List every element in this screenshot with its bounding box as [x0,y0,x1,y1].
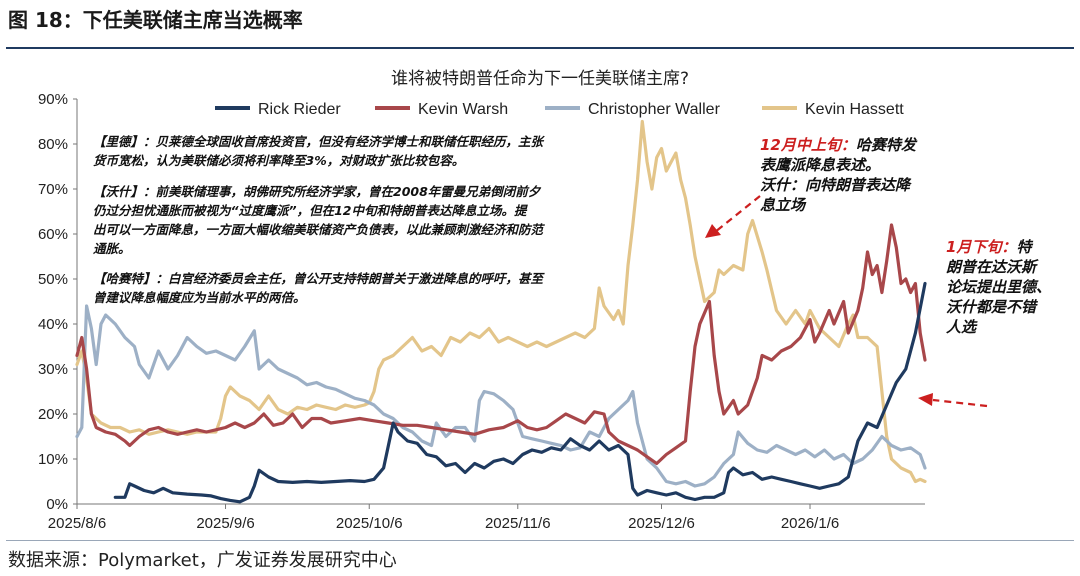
x-tick-label: 2025/11/6 [485,515,551,532]
note-text: ：前美联储理事，胡佛研究所经济学家，曾在2008年雷曼兄弟倒闭前夕 [143,184,542,199]
x-tick-label: 2025/10/6 [336,515,403,532]
annotation-dec: 12月中上旬：哈赛特发 [760,136,918,154]
annotation-text: 论坛提出里德、 [946,278,1051,296]
x-tick-label: 2026/1/6 [781,515,839,532]
annotation-text: 朗普在达沃斯 [946,258,1039,276]
footer-rule [6,540,1074,541]
annotation-text: 表鹰派降息表述。 [760,156,880,174]
axes: 0% 10% 20% 30% 40% 50% 60% 70% 80% 90% 2025/8/6 202… [38,91,925,532]
annotation-text: 哈赛特发 [856,136,918,154]
header-rule [6,47,1074,49]
annotation-text: 息立场 [760,196,807,214]
note-1: 【沃什】：前美联储理事，胡佛研究所经济学家，曾在2008年雷曼兄弟倒闭前夕 [93,184,542,199]
chart-title: 谁将被特朗普任命为下一任美联储主席? [391,69,689,89]
annotation-arrow-dec [714,195,761,233]
figure-source: 数据来源：Polymarket，广发证券发展研究中心 [8,550,397,571]
notes: 【里德】：贝莱德全球固收首席投资官，但没有经济学博士和联储任职经历，主张货币宽松… [93,134,546,305]
note-label: 【沃什】 [93,184,143,199]
series-layer [75,119,927,504]
annotation-text: 人选 [946,318,978,336]
annotation-arrow-jan [932,398,988,408]
x-tick-label: 2025/8/6 [48,515,106,532]
note-text: ：贝莱德全球固收首席投资官，但没有经济学博士和联储任职经历，主张 [143,134,546,149]
note-2: 【哈赛特】：白宫经济委员会主任，曾公开支持特朗普关于激进降息的呼吁，甚至 [93,271,546,286]
figure-header: 图 18：下任美联储主席当选概率 [8,8,303,32]
annotations: 12月中上旬：哈赛特发表鹰派降息表述。沃什：向特朗普表达降息立场1月下旬：特朗普… [705,136,1051,408]
y-tick-label: 10% [38,451,68,468]
annotation-jan: 1月下旬：特 [946,238,1033,256]
legend-label-christopher-waller: Christopher Waller [588,101,721,118]
annotation-text: 特 [1016,238,1033,256]
annotation-text: 沃什都是不错 [946,298,1039,316]
note-0: 【里德】：贝莱德全球固收首席投资官，但没有经济学博士和联储任职经历，主张 [93,134,546,149]
series-line-kevin-warsh [75,223,927,466]
annotation-highlight: 1月下旬： [946,238,1016,256]
annotation-text: 沃什：向特朗普表达降 [760,176,912,194]
legend-label-kevin-warsh: Kevin Warsh [418,101,508,118]
y-tick-label: 30% [38,361,68,378]
y-tick-label: 0% [46,496,68,513]
annotation-highlight: 12月中上旬： [760,136,856,154]
annotation-arrowhead-dec [705,224,721,238]
note-line: 通胀。 [93,241,131,256]
y-tick-label: 80% [38,136,68,153]
series-line-kevin-hassett [75,119,927,484]
note-label: 【里德】 [93,134,143,149]
series-line-rick-rieder [113,281,927,504]
y-tick-label: 60% [38,226,68,243]
note-text: ：白宫经济委员会主任，曾公开支持特朗普关于激进降息的呼吁，甚至 [156,271,546,286]
legend: Rick Rieder Kevin Warsh Christopher Wall… [215,101,904,118]
note-line: 货币宽松，认为美联储必须将利率降至3%，对财政扩张比较包容。 [93,153,464,168]
note-line: 出可以一方面降息，一方面大幅收缩美联储资产负债表，以此兼顾刺激经济和防范 [93,222,546,237]
y-tick-label: 20% [38,406,68,423]
legend-label-kevin-hassett: Kevin Hassett [805,101,904,118]
x-tick-label: 2025/9/6 [196,515,254,532]
note-line: 曾建议降息幅度应为当前水平的两倍。 [93,290,306,305]
y-tick-label: 40% [38,316,68,333]
y-tick-label: 50% [38,271,68,288]
x-tick-label: 2025/12/6 [628,515,695,532]
y-tick-label: 70% [38,181,68,198]
legend-label-rick-rieder: Rick Rieder [258,101,341,118]
chart: 谁将被特朗普任命为下一任美联储主席? Rick Rieder Kevin War… [38,69,1051,532]
note-line: 仍过分担忧通胀而被视为“过度鹰派”，但在12中旬和特朗普表达降息立场。提 [93,203,528,218]
annotation-arrowhead-jan [918,393,933,406]
y-tick-label: 90% [38,91,68,108]
note-label: 【哈赛特】 [93,271,156,286]
series-line-christopher-waller [75,304,927,488]
